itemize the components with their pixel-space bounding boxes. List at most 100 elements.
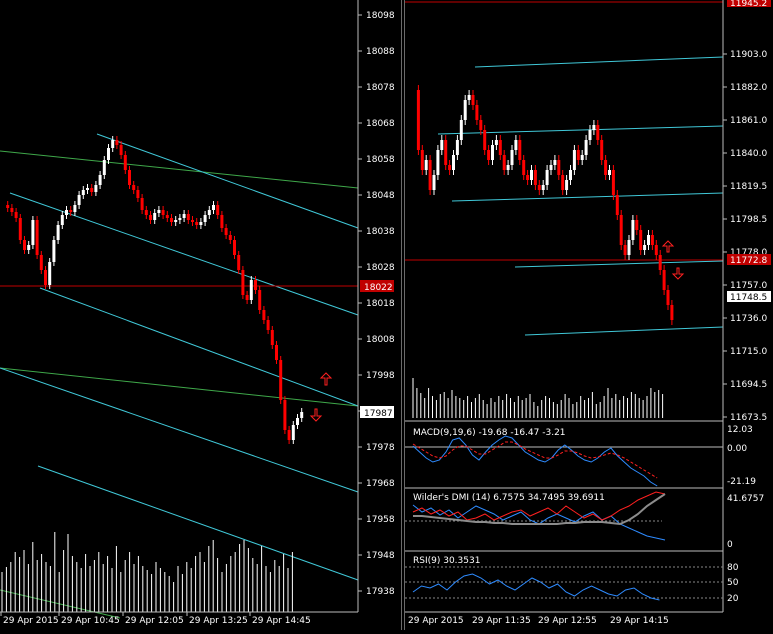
last-price-marker: 17987 (364, 409, 393, 419)
rsi-line (412, 573, 660, 601)
channel-line-4[interactable] (0, 367, 359, 493)
candle-body (300, 412, 304, 418)
candle-body (510, 150, 514, 165)
candle-body (94, 185, 98, 192)
candle-body (440, 140, 444, 150)
left-chart-window[interactable]: 18098 18088 18078 18068 18058 18048 18038 18028… (0, 0, 402, 630)
candle-body (545, 170, 549, 185)
channel-line-top[interactable] (474, 56, 724, 68)
candle-body (170, 218, 173, 222)
candle-body (658, 255, 662, 270)
channel-line-bottom[interactable] (524, 326, 724, 336)
price-tick-label: 17948 (366, 551, 395, 561)
candle-body (608, 170, 611, 175)
candle-body (199, 222, 203, 225)
channel-line-mid[interactable] (451, 192, 724, 202)
price-tick-label: 11757.0 (730, 281, 767, 291)
candle-body (128, 170, 131, 185)
candle-body (522, 160, 526, 175)
candle-body (600, 140, 604, 160)
last-price-marker-bg (727, 291, 771, 302)
price-tick-label: 11882.0 (730, 83, 767, 93)
price-tick-label: 18008 (366, 335, 395, 345)
price-tick-label: 11694.5 (730, 380, 767, 390)
candle-body (132, 185, 136, 190)
candle-body (428, 160, 432, 190)
candle-body (444, 140, 448, 165)
channel-line-lower[interactable] (514, 260, 724, 268)
channel-line-5[interactable] (37, 465, 359, 581)
candle-body (18, 218, 22, 240)
candle-body (77, 195, 81, 205)
price-tick-label: 11903.0 (730, 50, 767, 60)
candle-body (487, 150, 491, 160)
candle-body (588, 130, 592, 140)
left-arrows (309, 372, 333, 422)
right-chart-window[interactable]: 11945.2 11903.0 11882.0 11861.0 11840.0 1181… (404, 0, 773, 630)
candle-body (216, 205, 220, 215)
top-marker-bg (727, 0, 771, 7)
candle-body (6, 205, 10, 208)
candle-body (584, 140, 588, 155)
time-tick-label: 29 Apr 13:25 (189, 616, 248, 626)
candle-body (262, 310, 266, 320)
candle-body (249, 280, 253, 300)
ma-line-bottom (0, 589, 121, 619)
price-tick-label: 18088 (366, 47, 395, 57)
candle-body (178, 218, 182, 220)
candle-body (635, 220, 639, 230)
down-arrow-icon (671, 267, 685, 280)
candle-body (186, 214, 190, 220)
candle-body (136, 190, 140, 198)
left-volume-bars (1, 532, 293, 612)
candle-body (506, 165, 510, 170)
candle-body (283, 400, 287, 430)
price-tick-label: 17968 (366, 479, 395, 489)
candle-body (119, 145, 123, 155)
macd-tick-zero: 0.00 (727, 444, 747, 454)
candle-body (39, 255, 43, 270)
candle-body (60, 215, 64, 225)
macd-title: MACD(9,19,6) -19.68 -16.47 -3.21 (413, 428, 566, 438)
right-trend-lines[interactable] (405, 56, 724, 336)
dmi-title: Wilder's DMI (14) 6.7575 34.7495 39.6911 (413, 493, 605, 503)
candle-body (491, 145, 494, 160)
trend-lines[interactable] (0, 133, 359, 619)
candle-body (619, 215, 623, 245)
candle-body (452, 155, 455, 170)
channel-line-3[interactable] (39, 287, 359, 407)
candle-body (275, 345, 278, 360)
price-tick-label: 18018 (366, 299, 395, 309)
candle-body (195, 222, 199, 225)
price-tick-label: 11715.0 (730, 347, 767, 357)
ma-line-upper (0, 150, 359, 189)
right-price-chart[interactable]: 11945.2 11903.0 11882.0 11861.0 11840.0 1181… (405, 0, 773, 630)
up-arrow-icon (319, 372, 333, 386)
candle-body (69, 210, 73, 212)
candle-body (48, 262, 52, 285)
candle-body (459, 120, 463, 140)
candle-body (557, 160, 561, 175)
dmi-panel[interactable]: Wilder's DMI (14) 6.7575 34.7495 39.6911… (405, 491, 764, 550)
candle-body (549, 165, 553, 170)
candle-body (65, 210, 68, 215)
candle-body (144, 210, 148, 215)
channel-line-1[interactable] (96, 133, 359, 229)
candle-body (565, 180, 569, 190)
candle-body (561, 175, 565, 190)
candle-body (662, 270, 666, 290)
candle-body (56, 225, 60, 240)
dmi-plus-line (412, 491, 666, 521)
right-volume-bars (412, 378, 664, 418)
price-tick-label: 17938 (366, 587, 395, 597)
left-price-chart[interactable]: 18098 18088 18078 18068 18058 18048 18038 18028… (0, 0, 401, 630)
last-price-marker-bg (360, 406, 394, 418)
macd-panel[interactable]: MACD(9,19,6) -19.68 -16.47 -3.21 12.03 0… (405, 425, 756, 487)
candle-body (81, 190, 85, 195)
time-tick-label: 29 Apr 2015 (408, 616, 464, 626)
candle-body (639, 230, 643, 250)
time-tick-label: 29 Apr 10:45 (61, 616, 120, 626)
rsi-panel[interactable]: RSI(9) 30.3531 80 50 20 (405, 556, 739, 604)
candle-body (479, 120, 483, 130)
price-tick-label: 18028 (366, 263, 395, 273)
